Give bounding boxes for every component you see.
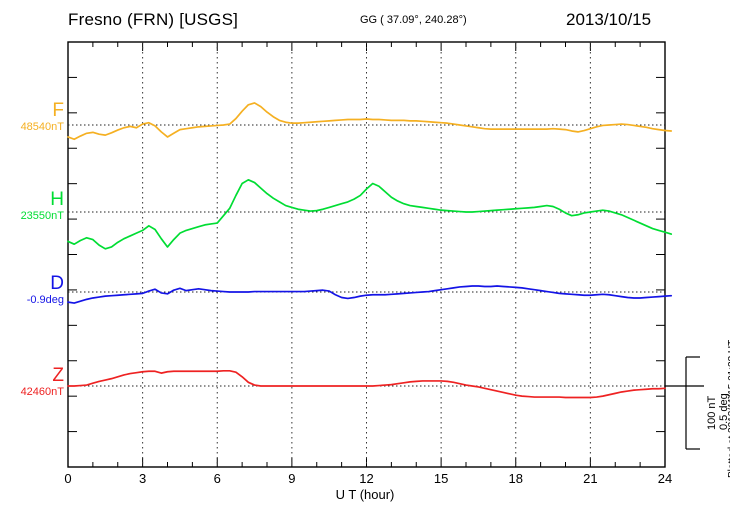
trace-f — [67, 102, 673, 141]
trace-symbol-z: Z — [52, 365, 64, 386]
data-traces — [67, 102, 673, 399]
trace-z — [67, 369, 666, 399]
trace-symbol-h: H — [50, 189, 64, 210]
trace-symbol-f: F — [52, 100, 64, 121]
trace-baseline-f: 48540nT — [20, 121, 64, 133]
observation-date: 2013/10/15 — [566, 10, 652, 29]
geographic-coordinates: GG ( 37.09°, 240.28°) — [360, 14, 467, 26]
x-tick-label-12: 12 — [359, 471, 374, 486]
x-tick-label-15: 15 — [433, 471, 449, 486]
trace-symbol-d: D — [50, 273, 64, 294]
x-tick-label-18: 18 — [508, 471, 523, 486]
x-tick-label-6: 6 — [213, 471, 221, 486]
trace-h — [67, 178, 673, 250]
trace-baseline-z: 42460nT — [20, 386, 64, 398]
trace-label-d: D -0.9deg — [0, 274, 64, 307]
trace-label-z: Z 42460nT — [0, 366, 64, 399]
x-axis-title: U T (hour) — [335, 487, 395, 502]
trace-d — [67, 285, 673, 304]
trace-label-h: H 23550nT — [0, 190, 64, 223]
x-tick-label-0: 0 — [64, 471, 72, 486]
trace-label-f: F 48540nT — [0, 101, 64, 134]
x-tick-label-3: 3 — [139, 471, 147, 486]
x-tick-label-21: 21 — [583, 471, 598, 486]
scale-bar — [665, 356, 704, 450]
trace-baseline-d: -0.9deg — [26, 294, 64, 306]
x-tick-label-9: 9 — [288, 471, 296, 486]
trace-baseline-h: 23550nT — [20, 210, 64, 222]
grid-lines — [142, 42, 591, 467]
x-tick-label-24: 24 — [657, 471, 673, 486]
scale-bar-nt: 100 nT — [706, 395, 718, 430]
page-title: Fresno (FRN) [USGS] — [68, 10, 239, 29]
